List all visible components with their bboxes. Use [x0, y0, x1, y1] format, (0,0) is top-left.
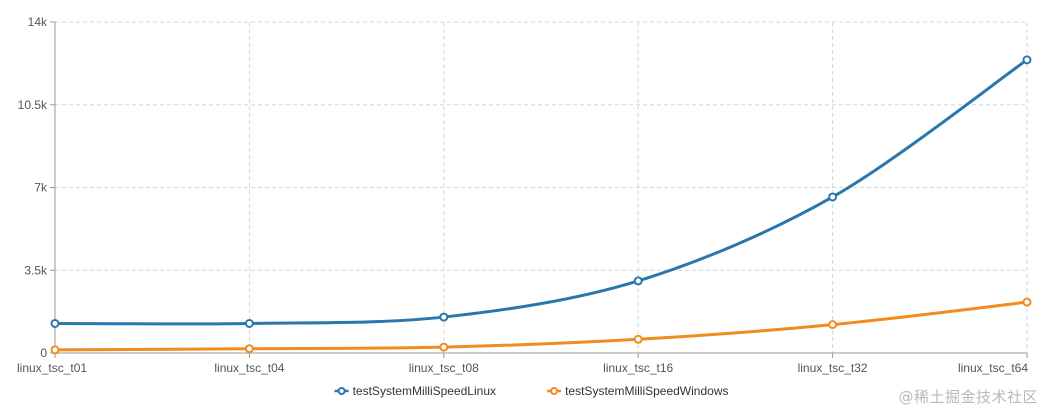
data-point[interactable] — [439, 312, 449, 322]
axes — [50, 21, 1028, 358]
x-tick-label: linux_tsc_t16 — [603, 361, 673, 375]
y-axis-tick-labels: 0 3.5k 7k 10.5k 14k — [18, 15, 48, 360]
legend-item[interactable]: testSystemMilliSpeedLinux — [334, 384, 496, 398]
data-point[interactable] — [633, 334, 643, 344]
data-point[interactable] — [50, 318, 60, 328]
y-tick-label: 7k — [34, 181, 48, 195]
data-point[interactable] — [244, 318, 254, 328]
data-point[interactable] — [1022, 297, 1032, 307]
legend-swatch-marker — [337, 387, 346, 395]
legend-label: testSystemMilliSpeedLinux — [353, 384, 496, 398]
legend[interactable]: testSystemMilliSpeedLinux testSystemMilli… — [334, 384, 729, 398]
legend-label: testSystemMilliSpeedWindows — [565, 384, 728, 398]
data-point[interactable] — [1022, 55, 1032, 65]
data-point[interactable] — [828, 192, 838, 202]
x-tick-label: linux_tsc_t64 — [958, 361, 1028, 375]
data-point[interactable] — [828, 320, 838, 330]
series-line — [54, 300, 1028, 352]
y-tick-label: 14k — [28, 15, 48, 29]
x-axis-tick-labels: linux_tsc_t01 linux_tsc_t04 linux_tsc_t08 l… — [17, 361, 1028, 375]
series-line — [54, 58, 1028, 326]
data-point[interactable] — [633, 276, 643, 286]
x-tick-label: linux_tsc_t01 — [17, 361, 87, 375]
y-tick-label: 0 — [40, 346, 47, 360]
x-tick-label: linux_tsc_t32 — [798, 361, 868, 375]
legend-swatch-marker — [550, 387, 559, 395]
x-tick-label: linux_tsc_t04 — [214, 361, 284, 375]
data-point[interactable] — [244, 344, 254, 354]
data-point[interactable] — [50, 345, 60, 355]
watermark: @稀土掘金技术社区 — [898, 388, 1038, 406]
legend-item[interactable]: testSystemMilliSpeedWindows — [547, 384, 728, 398]
series-lines — [50, 55, 1032, 355]
y-tick-label: 10.5k — [18, 98, 48, 112]
y-tick-label: 3.5k — [24, 263, 48, 277]
data-point[interactable] — [439, 342, 449, 352]
x-tick-label: linux_tsc_t08 — [409, 361, 479, 375]
